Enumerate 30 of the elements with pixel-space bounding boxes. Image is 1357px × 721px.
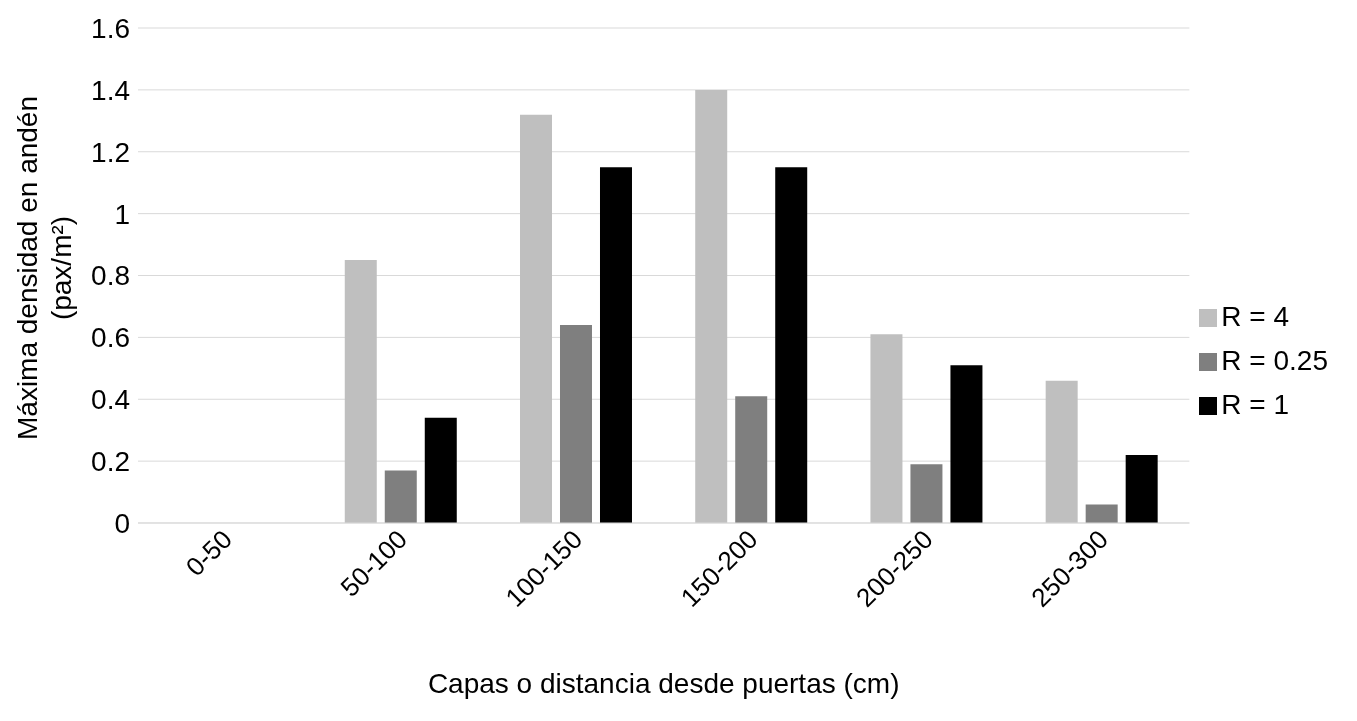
y-tick-label: 0.2: [91, 446, 130, 478]
bar: [775, 167, 808, 523]
legend-label: R = 0.25: [1221, 344, 1328, 376]
legend-label: R = 4: [1221, 300, 1290, 332]
bar: [695, 89, 728, 523]
legend-label: R = 1: [1221, 388, 1290, 420]
bar: [870, 334, 903, 523]
y-tick-label: 0.6: [91, 322, 130, 354]
bar: [344, 260, 377, 523]
bar: [1125, 454, 1158, 523]
bar: [1085, 504, 1118, 523]
bar: [950, 365, 983, 523]
bar: [424, 417, 457, 523]
bar: [910, 464, 943, 523]
bar: [559, 325, 592, 523]
bar: [384, 470, 417, 523]
y-tick-label: 1.2: [91, 136, 130, 168]
bar: [1045, 380, 1078, 523]
x-tick-label: 0-50: [179, 524, 238, 583]
y-tick-label: 1: [114, 198, 130, 230]
y-tick-label: 1.4: [91, 74, 130, 106]
bar: [519, 114, 552, 523]
bar: [599, 167, 632, 523]
y-tick-label: 1.6: [91, 12, 130, 44]
y-tick-label: 0.8: [91, 260, 130, 292]
bar: [735, 396, 768, 523]
y-tick-label: 0.4: [91, 384, 130, 416]
y-tick-label: 0: [114, 507, 130, 539]
x-axis-title: Capas o distancia desde puertas (cm): [427, 668, 900, 699]
y-axis-title: Máxima densidad en andén (pax/m²): [12, 95, 77, 441]
